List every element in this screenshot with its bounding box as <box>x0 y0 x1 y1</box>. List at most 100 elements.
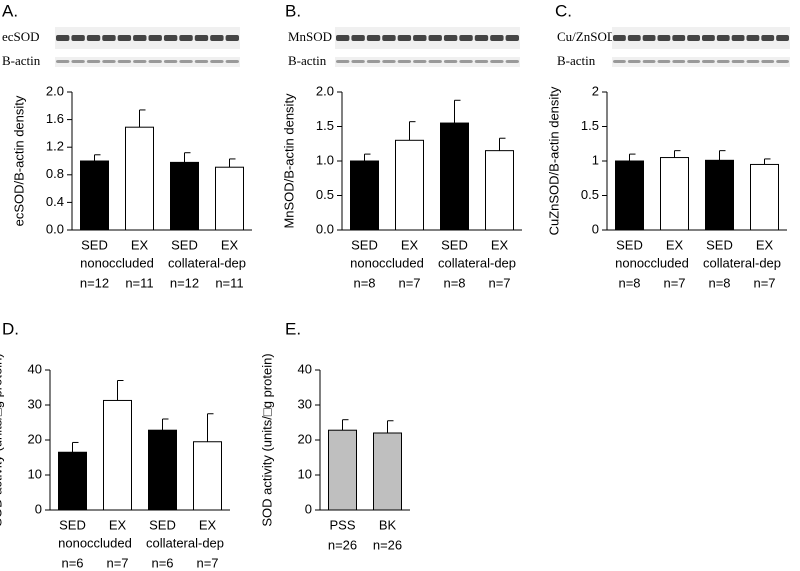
blot-label: MnSOD <box>288 29 332 44</box>
y-tick-label: 1.5 <box>581 118 599 133</box>
y-tick-label: 0.5 <box>581 187 599 202</box>
n-label: n=6 <box>61 555 83 570</box>
blot-band <box>672 35 686 41</box>
bar <box>350 160 379 231</box>
blot-band <box>86 60 101 63</box>
y-tick-label: 1.6 <box>46 111 64 126</box>
y-tick-label: 1.0 <box>316 152 334 167</box>
blot-band <box>505 60 519 63</box>
x-tick-label: PSS <box>329 517 355 532</box>
bar <box>750 163 779 231</box>
y-tick-label: 40 <box>28 361 42 376</box>
panel-title: D. <box>2 319 19 338</box>
blot-band <box>702 60 715 63</box>
blot-band <box>627 60 641 63</box>
blot-band <box>366 60 381 63</box>
blot-band <box>657 60 671 63</box>
blot-band <box>731 35 745 41</box>
blot-band <box>443 35 458 41</box>
blot-band <box>163 60 178 63</box>
blot-band <box>225 60 239 63</box>
blot-band <box>413 60 427 63</box>
group-label: collateral-dep <box>168 255 246 270</box>
blot-band <box>413 35 427 41</box>
blot-band <box>642 60 656 63</box>
blot-band <box>382 60 396 63</box>
blot-band <box>194 60 209 63</box>
n-label: n=11 <box>125 275 153 290</box>
blot-image <box>55 57 240 67</box>
y-tick-label: 0.0 <box>316 221 334 236</box>
x-tick-label: EX <box>131 237 149 252</box>
blot-band <box>613 60 626 63</box>
blot-band <box>71 35 85 41</box>
blot-band <box>746 60 760 63</box>
bar <box>328 429 357 511</box>
group-label: collateral-dep <box>146 535 224 550</box>
blot-band <box>336 60 350 63</box>
blot-band <box>194 35 209 41</box>
x-tick-label: SED <box>59 517 86 532</box>
blot-band <box>474 35 489 41</box>
n-label: n=12 <box>170 275 199 290</box>
bar <box>193 441 222 511</box>
y-tick-label: 0 <box>35 501 42 516</box>
y-tick-label: 1.5 <box>316 118 334 133</box>
n-label: n=26 <box>373 537 402 552</box>
blot-band <box>627 35 641 41</box>
y-tick-label: 30 <box>28 396 42 411</box>
y-tick-label: 2.0 <box>316 83 334 98</box>
blot-band <box>687 35 700 41</box>
x-tick-label: EX <box>401 237 419 252</box>
y-axis-label: SOD activity (units/□g protein) <box>259 353 274 526</box>
x-tick-label: SED <box>616 237 643 252</box>
y-tick-label: 0.4 <box>46 194 64 209</box>
blot-band <box>761 60 775 63</box>
n-label: n=7 <box>196 555 218 570</box>
blot-band <box>71 60 85 63</box>
n-label: n=7 <box>398 275 420 290</box>
blot-band <box>731 60 745 63</box>
y-tick-label: 1.2 <box>46 139 64 154</box>
group-label: collateral-dep <box>438 255 516 270</box>
blot-image <box>335 27 520 49</box>
y-axis-label: CuZnSOD/B-actin density <box>546 86 561 235</box>
blot-image <box>612 27 790 49</box>
n-label: n=6 <box>151 555 173 570</box>
group-label: collateral-dep <box>703 255 781 270</box>
blot-band <box>490 60 504 63</box>
blot-band <box>179 35 193 41</box>
blot-band <box>428 35 442 41</box>
blot-band <box>459 60 473 63</box>
y-axis-label: MnSOD/B-actin density <box>281 93 296 229</box>
blot-label: B-actin <box>288 53 327 68</box>
y-tick-label: 0.8 <box>46 166 64 181</box>
x-tick-label: SED <box>171 237 198 252</box>
blot-band <box>210 35 224 41</box>
y-tick-label: 1 <box>592 152 599 167</box>
panel-title: B. <box>285 1 301 20</box>
n-label: n=26 <box>328 537 357 552</box>
blot-band <box>776 35 789 41</box>
blot-band <box>642 35 656 41</box>
bar <box>58 451 87 511</box>
blot-band <box>117 60 132 63</box>
blot-band <box>505 35 519 41</box>
blot-band <box>102 35 116 41</box>
y-tick-label: 0.5 <box>316 187 334 202</box>
blot-label: B-actin <box>557 53 596 68</box>
panel-title: C. <box>555 1 572 20</box>
x-tick-label: EX <box>109 517 127 532</box>
group-label: nonoccluded <box>58 535 132 550</box>
blot-label: B-actin <box>2 53 41 68</box>
group-label: nonoccluded <box>615 255 689 270</box>
panel-title: E. <box>285 319 301 338</box>
blot-band <box>459 35 473 41</box>
blot-label: ecSOD <box>2 29 40 44</box>
blot-band <box>179 60 193 63</box>
bar <box>440 122 469 231</box>
blot-band <box>210 60 224 63</box>
blot-label: Cu/ZnSOD <box>557 29 616 44</box>
bar <box>373 432 402 511</box>
blot-band <box>746 35 760 41</box>
